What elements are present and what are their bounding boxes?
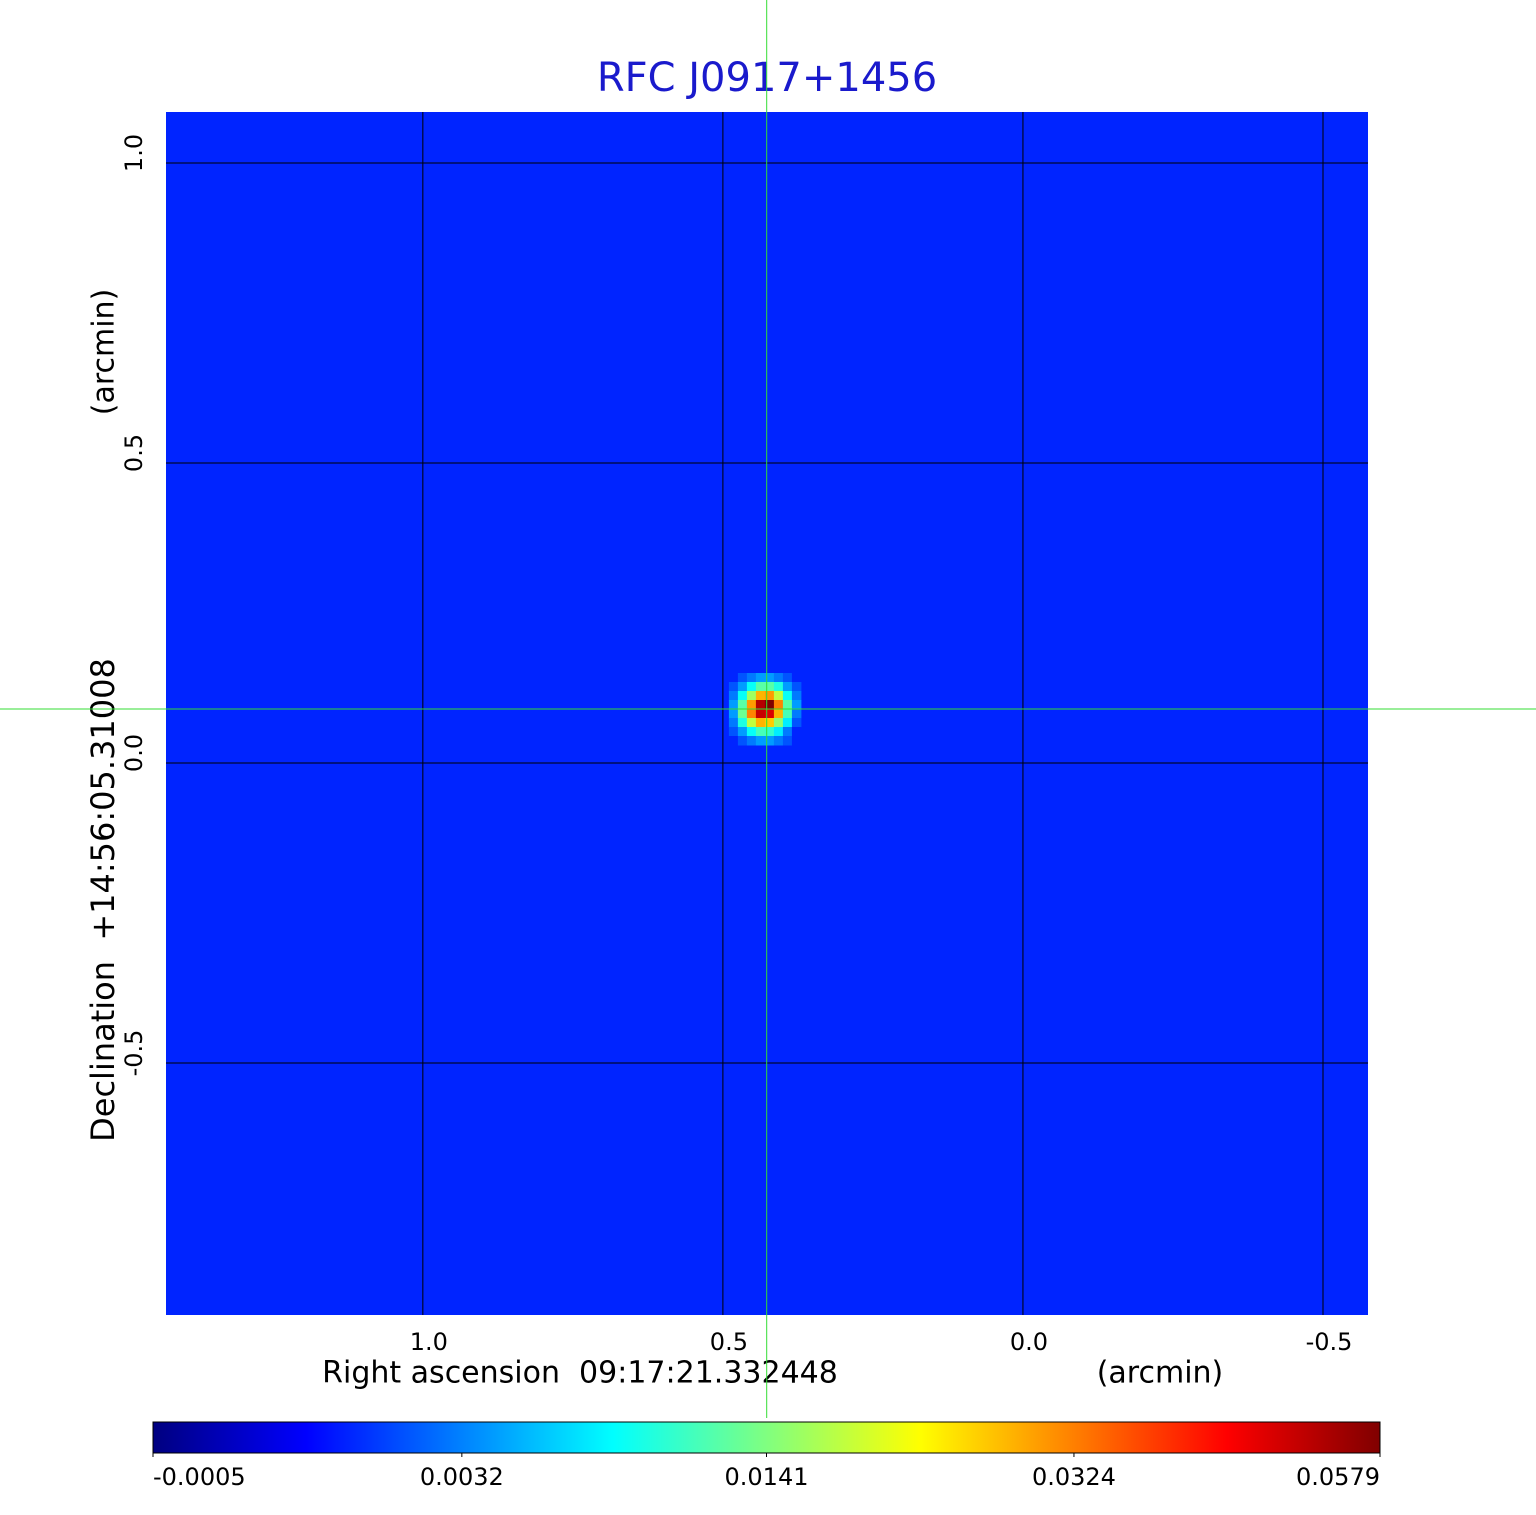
- image-pixel: [737, 709, 748, 719]
- image-pixel: [746, 700, 757, 710]
- image-pixel: [764, 691, 775, 701]
- image-pixel: [773, 736, 784, 746]
- image-pixel: [746, 691, 757, 701]
- image-pixel: [791, 691, 802, 701]
- image-pixel: [791, 736, 802, 746]
- image-pixel: [728, 718, 739, 728]
- colorbar-tick-label: 0.0579: [1296, 1463, 1380, 1491]
- image-pixel: [773, 718, 784, 728]
- x-tick-label: 1.0: [410, 1328, 448, 1356]
- image-pixel: [728, 727, 739, 737]
- x-tick-label: -0.5: [1306, 1328, 1353, 1356]
- image-pixel: [737, 682, 748, 692]
- image-pixel: [737, 691, 748, 701]
- image-pixel: [737, 718, 748, 728]
- image-pixel: [791, 682, 802, 692]
- colorbar-tick-label: 0.0141: [725, 1463, 809, 1491]
- image-pixel: [755, 700, 766, 710]
- image-pixel: [782, 691, 793, 701]
- image-pixel: [782, 727, 793, 737]
- image-pixel: [791, 727, 802, 737]
- image-pixel: [737, 736, 748, 746]
- image-pixel: [728, 700, 739, 710]
- image-pixel: [782, 718, 793, 728]
- image-pixel: [746, 727, 757, 737]
- y-tick-label: -0.5: [120, 1030, 148, 1077]
- image-pixel: [782, 673, 793, 683]
- image-pixel: [782, 709, 793, 719]
- image-pixel: [782, 700, 793, 710]
- image-pixel: [728, 673, 739, 683]
- y-tick-label: 1.0: [120, 134, 148, 172]
- image-pixel: [755, 709, 766, 719]
- image-pixel: [773, 727, 784, 737]
- image-pixel: [782, 736, 793, 746]
- y-tick-label: 0.5: [120, 434, 148, 472]
- image-pixel: [791, 718, 802, 728]
- image-pixel: [773, 700, 784, 710]
- image-pixel: [764, 673, 775, 683]
- image-pixel: [728, 682, 739, 692]
- colorbar: [152, 1421, 1381, 1454]
- image-pixel: [746, 736, 757, 746]
- image-pixel: [773, 673, 784, 683]
- image-pixel: [764, 682, 775, 692]
- image-pixel: [746, 718, 757, 728]
- image-pixel: [746, 709, 757, 719]
- image-pixel: [737, 727, 748, 737]
- colorbar-tick-label: 0.0032: [420, 1463, 504, 1491]
- y-axis-label: Declination +14:56:05.31008: [84, 658, 122, 1142]
- image-pixel: [728, 736, 739, 746]
- x-axis-label: Right ascension 09:17:21.332448: [322, 1356, 838, 1391]
- image-pixel: [737, 700, 748, 710]
- image-pixel: [773, 682, 784, 692]
- image-pixel: [737, 673, 748, 683]
- x-tick-label: 0.0: [1010, 1328, 1048, 1356]
- image-pixel: [791, 673, 802, 683]
- image-pixel: [773, 691, 784, 701]
- image-pixel: [728, 691, 739, 701]
- image-pixel: [791, 709, 802, 719]
- image-pixel: [755, 736, 766, 746]
- image-pixel: [755, 673, 766, 683]
- image-pixel: [782, 682, 793, 692]
- image-pixel: [746, 682, 757, 692]
- y-tick-label: 0.0: [120, 734, 148, 772]
- image-pixel: [755, 682, 766, 692]
- image-pixel: [764, 709, 775, 719]
- image-pixel: [764, 727, 775, 737]
- image-pixel: [728, 709, 739, 719]
- image-pixel: [764, 700, 775, 710]
- x-tick-label: 0.5: [710, 1328, 748, 1356]
- image-pixel: [764, 718, 775, 728]
- image-pixel: [746, 673, 757, 683]
- image-pixel: [755, 718, 766, 728]
- image-pixel: [791, 700, 802, 710]
- image-pixel: [755, 691, 766, 701]
- image-pixel: [764, 736, 775, 746]
- y-axis-unit: (arcmin): [87, 289, 122, 416]
- colorbar-tick-label: 0.0324: [1032, 1463, 1116, 1491]
- colorbar-tick-label: -0.0005: [153, 1463, 246, 1491]
- image-pixel: [755, 727, 766, 737]
- x-axis-unit: (arcmin): [1097, 1356, 1224, 1391]
- image-pixel: [773, 709, 784, 719]
